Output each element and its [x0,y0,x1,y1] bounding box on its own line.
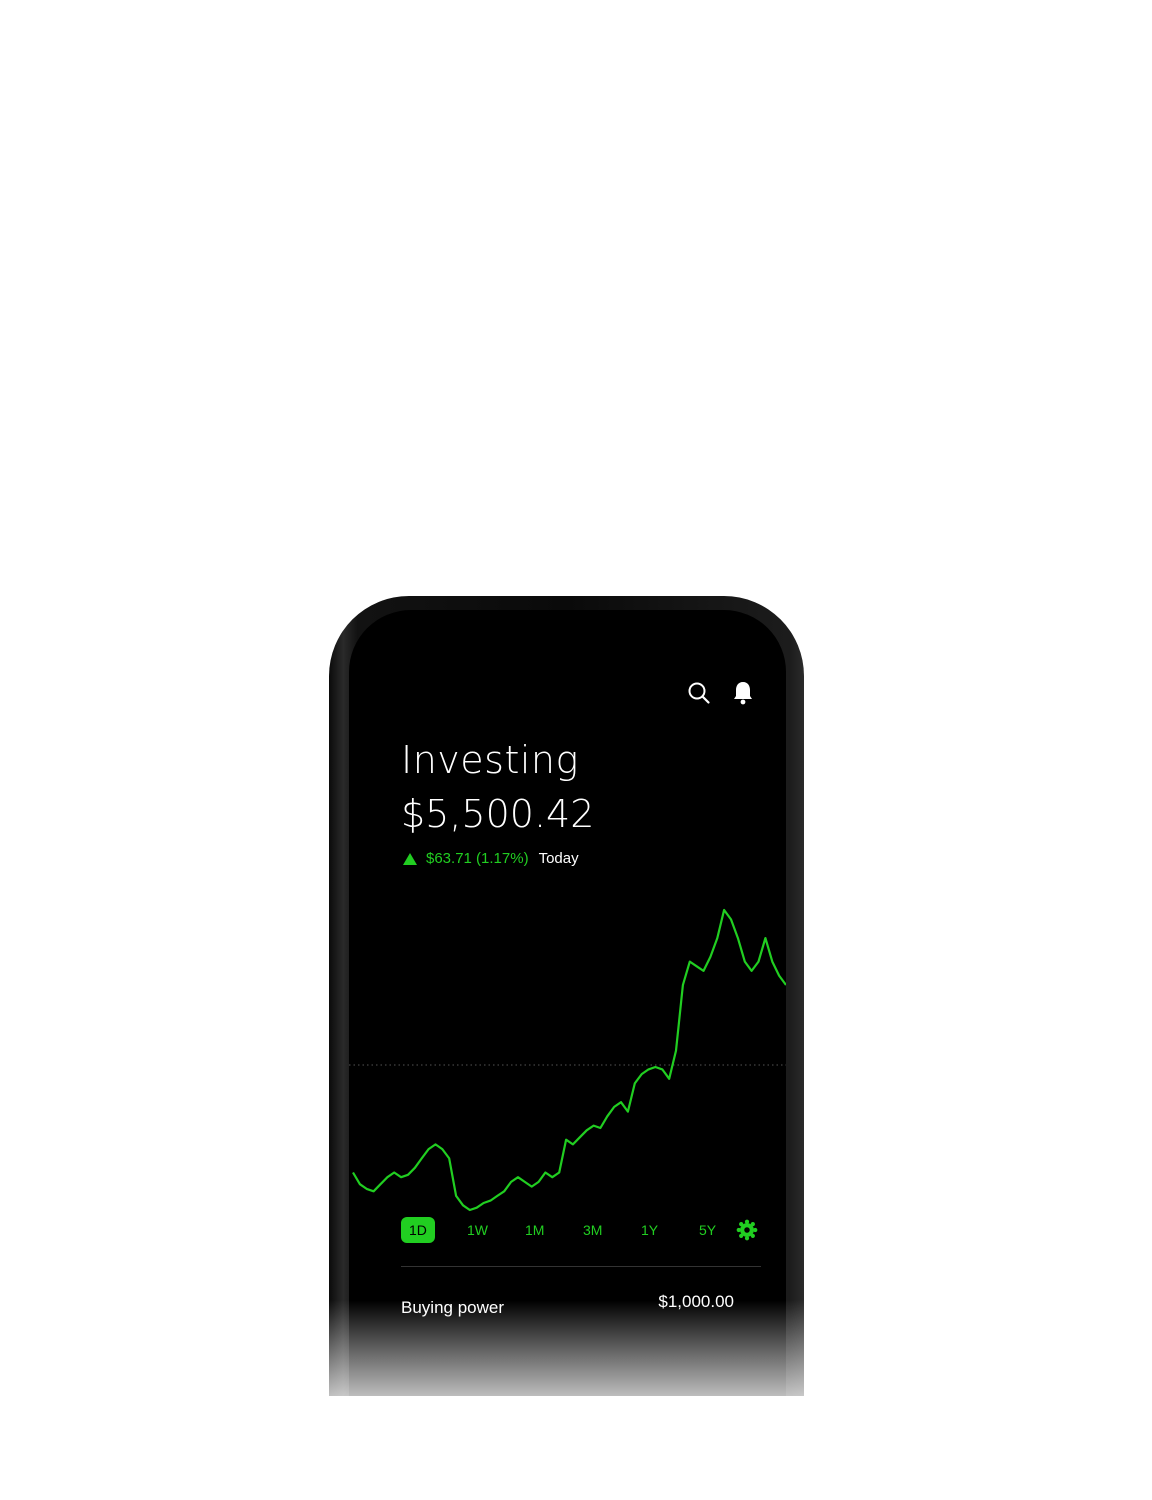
range-1m[interactable]: 1M [525,1222,545,1238]
phone-frame: Investing $5,500.42 $63.71 (1.17%) Today… [329,596,804,1396]
range-1w[interactable]: 1W [467,1222,488,1238]
range-selector: 1D 1W 1M 3M 1Y 5Y [401,1215,766,1245]
search-icon[interactable] [686,680,712,706]
range-1y[interactable]: 1Y [641,1222,659,1238]
change-period: Today [538,850,579,867]
buying-power-label[interactable]: Buying power [401,1298,505,1317]
app-screen: Investing $5,500.42 $63.71 (1.17%) Today… [349,610,786,1396]
range-5y[interactable]: 5Y [699,1222,717,1238]
up-arrow-icon [403,852,417,865]
header-actions [686,680,756,706]
bell-icon[interactable] [730,680,756,706]
daily-change: $63.71 (1.17%) Today [403,850,579,867]
change-amount: $63.71 (1.17%) [426,850,529,867]
divider [401,1266,761,1267]
buying-power-value: $1,000.00 [658,1292,734,1311]
gear-icon[interactable] [736,1219,758,1241]
series-line [352,908,786,1212]
page-title: Investing [401,738,579,782]
portfolio-balance: $5,500.42 [401,792,595,836]
range-1d[interactable]: 1D [401,1217,435,1243]
range-3m[interactable]: 3M [583,1222,603,1238]
portfolio-chart[interactable] [349,900,786,1220]
